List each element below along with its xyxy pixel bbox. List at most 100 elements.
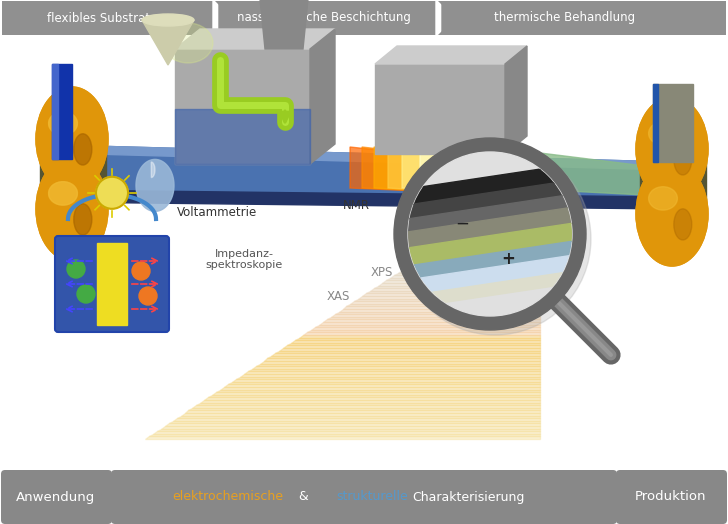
Polygon shape (374, 286, 540, 288)
Polygon shape (532, 182, 540, 184)
Polygon shape (314, 324, 540, 327)
Polygon shape (151, 162, 155, 178)
Text: Anwendung: Anwendung (16, 490, 95, 504)
Polygon shape (493, 208, 540, 210)
Ellipse shape (36, 157, 108, 261)
Polygon shape (224, 385, 540, 387)
FancyBboxPatch shape (2, 1, 726, 35)
Polygon shape (307, 330, 540, 332)
Polygon shape (485, 213, 540, 215)
Polygon shape (252, 366, 540, 369)
Polygon shape (430, 249, 540, 252)
Polygon shape (161, 426, 540, 429)
Polygon shape (350, 147, 508, 195)
Polygon shape (422, 254, 540, 257)
Text: Produktion: Produktion (636, 490, 707, 504)
Text: Voltammetrie: Voltammetrie (177, 206, 257, 219)
Ellipse shape (49, 112, 77, 135)
Text: thermische Behandlung: thermische Behandlung (494, 12, 635, 25)
Text: XRD: XRD (406, 222, 431, 234)
Polygon shape (366, 291, 540, 293)
Text: elektrochemische: elektrochemische (173, 490, 283, 504)
Polygon shape (477, 218, 540, 221)
Polygon shape (55, 145, 670, 170)
Ellipse shape (49, 182, 77, 205)
Polygon shape (311, 327, 540, 330)
Polygon shape (402, 267, 540, 270)
Polygon shape (528, 184, 540, 187)
Polygon shape (335, 312, 540, 314)
Polygon shape (420, 147, 508, 195)
Ellipse shape (163, 23, 213, 63)
FancyBboxPatch shape (111, 470, 617, 524)
Polygon shape (375, 46, 527, 64)
Polygon shape (175, 29, 335, 49)
Ellipse shape (49, 112, 77, 135)
Polygon shape (400, 163, 580, 206)
Polygon shape (653, 84, 693, 162)
Polygon shape (149, 434, 540, 436)
Polygon shape (260, 361, 540, 364)
Polygon shape (414, 259, 540, 262)
FancyBboxPatch shape (55, 236, 169, 332)
Text: strukturelle: strukturelle (336, 490, 408, 504)
Polygon shape (363, 293, 540, 296)
Polygon shape (453, 234, 540, 236)
Polygon shape (400, 193, 580, 233)
Text: +: + (501, 250, 515, 268)
Polygon shape (465, 226, 540, 228)
Polygon shape (136, 159, 174, 211)
Circle shape (96, 177, 128, 209)
Polygon shape (394, 272, 540, 275)
Circle shape (139, 287, 157, 305)
Circle shape (394, 138, 586, 330)
Polygon shape (362, 147, 508, 195)
Polygon shape (513, 194, 540, 197)
Polygon shape (228, 382, 540, 385)
Text: −: − (455, 215, 469, 233)
Text: Impedanz-
spektroskopie: Impedanz- spektroskopie (205, 248, 282, 270)
Polygon shape (142, 20, 194, 65)
Polygon shape (524, 187, 540, 189)
Polygon shape (473, 221, 540, 223)
Ellipse shape (674, 144, 692, 175)
Polygon shape (449, 236, 540, 239)
Polygon shape (177, 416, 540, 418)
Polygon shape (400, 270, 580, 309)
Polygon shape (184, 410, 540, 413)
Polygon shape (175, 109, 310, 164)
Polygon shape (536, 179, 540, 182)
Polygon shape (248, 369, 540, 372)
Polygon shape (331, 314, 540, 317)
Polygon shape (378, 283, 540, 286)
FancyBboxPatch shape (1, 470, 112, 524)
Circle shape (398, 142, 582, 326)
Polygon shape (327, 317, 540, 320)
Polygon shape (153, 431, 540, 434)
Polygon shape (189, 408, 540, 410)
Polygon shape (347, 304, 540, 307)
Polygon shape (267, 356, 540, 358)
Polygon shape (374, 147, 508, 195)
Ellipse shape (674, 209, 692, 240)
Polygon shape (220, 387, 540, 390)
Polygon shape (55, 145, 670, 197)
Polygon shape (192, 405, 540, 408)
Polygon shape (441, 242, 540, 244)
Polygon shape (145, 436, 540, 439)
Ellipse shape (36, 87, 108, 191)
Polygon shape (272, 353, 540, 356)
Circle shape (77, 285, 95, 303)
Polygon shape (350, 301, 540, 304)
Polygon shape (457, 231, 540, 234)
Polygon shape (388, 147, 508, 195)
Polygon shape (390, 275, 540, 278)
Polygon shape (40, 141, 106, 206)
Polygon shape (323, 320, 540, 322)
Polygon shape (232, 379, 540, 382)
Polygon shape (52, 64, 72, 159)
Polygon shape (400, 179, 580, 220)
Polygon shape (433, 247, 540, 249)
Polygon shape (55, 190, 670, 209)
Ellipse shape (674, 209, 692, 240)
